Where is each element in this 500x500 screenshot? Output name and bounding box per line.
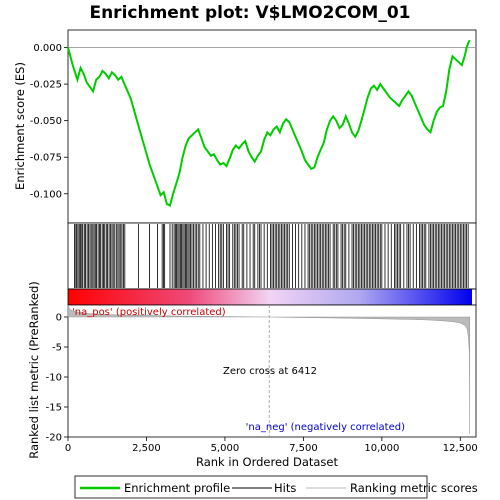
es-y-tick-label: -0.050 <box>30 116 62 127</box>
metric-y-tick-label: -10 <box>46 373 62 384</box>
x-tick-label: 7,500 <box>289 443 318 454</box>
legend-label-hits: Hits <box>274 481 296 495</box>
x-tick-label: 2,500 <box>132 443 161 454</box>
x-axis: 0 2,500 5,000 7,500 10,000 12,500 <box>65 437 478 454</box>
positive-correlation-label: 'na_pos' (positively correlated) <box>72 307 226 318</box>
x-tick-label: 5,000 <box>211 443 240 454</box>
es-panel-frame <box>67 29 477 224</box>
es-y-tick-label: 0.000 <box>33 43 62 54</box>
metric-y-tick-label: -5 <box>52 343 62 354</box>
metric-y-axis: 0 -5 -10 -15 -20 <box>46 313 68 444</box>
x-tick-label: 12,500 <box>443 443 478 454</box>
x-tick-label: 0 <box>65 443 71 454</box>
ranking-color-band <box>68 289 472 305</box>
hits-marks <box>74 224 469 288</box>
chart-title: Enrichment plot: V$LMO2COM_01 <box>89 3 410 23</box>
legend-label-enrichment: Enrichment profile <box>124 481 230 495</box>
es-y-tick-label: -0.025 <box>30 80 62 91</box>
zero-cross-label: Zero cross at 6412 <box>223 366 317 377</box>
metric-y-tick-label: 0 <box>56 313 62 324</box>
negative-correlation-label: 'na_neg' (negatively correlated) <box>246 422 405 433</box>
x-axis-label: Rank in Ordered Dataset <box>196 455 339 469</box>
es-y-label: Enrichment score (ES) <box>13 62 27 190</box>
es-y-tick-label: -0.075 <box>30 153 62 164</box>
es-y-tick-label: -0.100 <box>30 189 62 200</box>
metric-panel-frame <box>67 304 477 438</box>
metric-y-tick-label: -15 <box>46 403 62 414</box>
legend-label-metric: Ranking metric scores <box>350 481 478 495</box>
metric-y-tick-label: -20 <box>46 433 62 444</box>
enrichment-profile-line <box>67 39 471 207</box>
ranking-metric-area <box>67 304 470 435</box>
x-tick-label: 10,000 <box>364 443 399 454</box>
legend-box <box>74 475 428 499</box>
es-y-axis: 0.000 -0.025 -0.050 -0.075 -0.100 <box>30 43 68 200</box>
metric-y-label: Ranked list metric (PreRanked) <box>27 281 41 459</box>
